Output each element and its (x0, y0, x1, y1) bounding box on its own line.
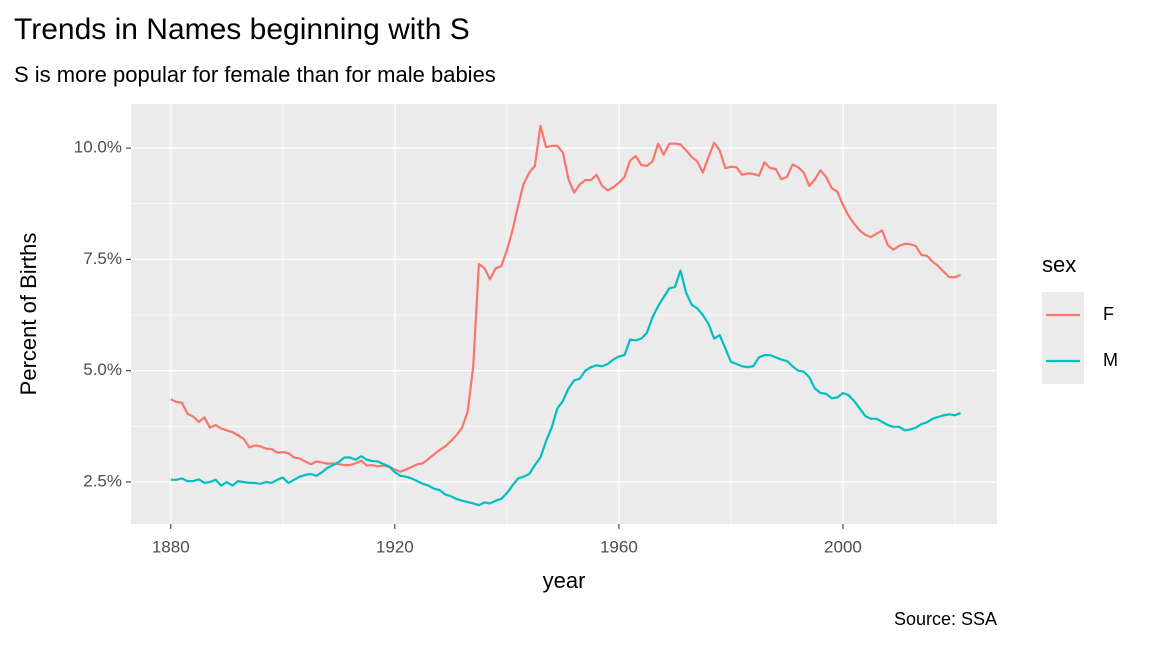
y-tick-label: 10.0% (74, 138, 122, 157)
chart-title: Trends in Names beginning with S (14, 13, 470, 46)
legend-label: M (1103, 350, 1118, 370)
x-tick-label: 1920 (376, 537, 414, 556)
chart-subtitle: S is more popular for female than for ma… (14, 62, 496, 87)
y-axis-label: Percent of Births (16, 233, 41, 396)
legend-label: F (1103, 304, 1114, 324)
x-tick-label: 1880 (152, 537, 190, 556)
x-tick-label: 2000 (824, 537, 862, 556)
series-line (170, 124, 961, 473)
x-tick-label: 1960 (600, 537, 638, 556)
y-tick-label: 5.0% (83, 360, 122, 379)
series-line (170, 269, 961, 507)
y-tick-label: 7.5% (83, 249, 122, 268)
panel (131, 104, 997, 524)
x-axis-label: year (543, 568, 586, 593)
caption: Source: SSA (894, 609, 997, 629)
y-tick-label: 2.5% (83, 471, 122, 490)
legend-title: sex (1042, 252, 1076, 277)
